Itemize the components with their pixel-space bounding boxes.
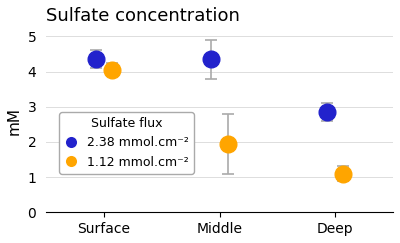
Legend: 2.38 mmol.cm⁻², 1.12 mmol.cm⁻²: 2.38 mmol.cm⁻², 1.12 mmol.cm⁻² bbox=[59, 112, 194, 174]
Text: Sulfate concentration: Sulfate concentration bbox=[46, 7, 240, 25]
Y-axis label: mM: mM bbox=[7, 107, 22, 135]
